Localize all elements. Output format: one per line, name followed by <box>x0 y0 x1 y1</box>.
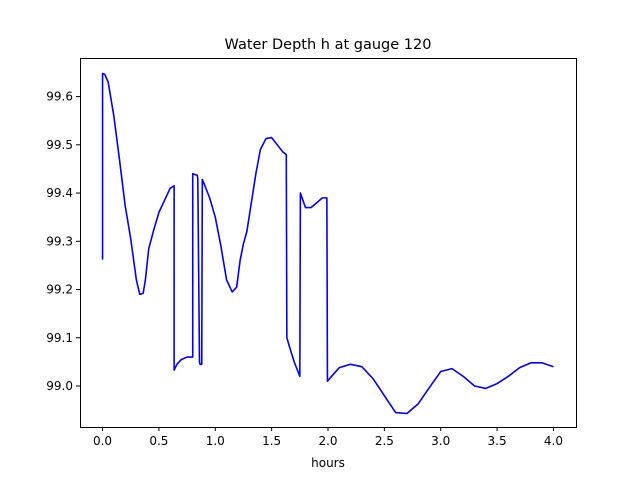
x-axis-label: hours <box>311 456 345 470</box>
y-tick-label: 99.0 <box>46 379 73 393</box>
x-tick-label: 0.5 <box>149 434 168 448</box>
x-tick-label: 3.5 <box>488 434 507 448</box>
series-line-0 <box>101 72 554 415</box>
plot-area <box>101 72 554 415</box>
x-tick-label: 4.0 <box>544 434 563 448</box>
y-tick-label: 99.3 <box>46 234 73 248</box>
x-tick-label: 2.5 <box>375 434 394 448</box>
x-tick-label: 0.0 <box>93 434 112 448</box>
x-tick-label: 3.0 <box>431 434 450 448</box>
y-tick-label: 99.6 <box>46 90 73 104</box>
x-tick-label: 2.0 <box>318 434 337 448</box>
y-tick-label: 99.4 <box>46 186 73 200</box>
axes-frame <box>80 58 577 428</box>
y-axis: 99.0 99.1 99.2 99.3 99.4 99.5 99.6 <box>46 90 80 393</box>
x-tick-label: 1.0 <box>206 434 225 448</box>
y-tick-label: 99.2 <box>46 283 73 297</box>
y-tick-label: 99.5 <box>46 138 73 152</box>
x-axis: 0.0 0.5 1.0 1.5 2.0 2.5 3.0 3.5 4.0 <box>93 427 563 448</box>
chart-title: Water Depth h at gauge 120 <box>225 37 432 53</box>
y-tick-label: 99.1 <box>46 331 73 345</box>
x-tick-label: 1.5 <box>262 434 281 448</box>
